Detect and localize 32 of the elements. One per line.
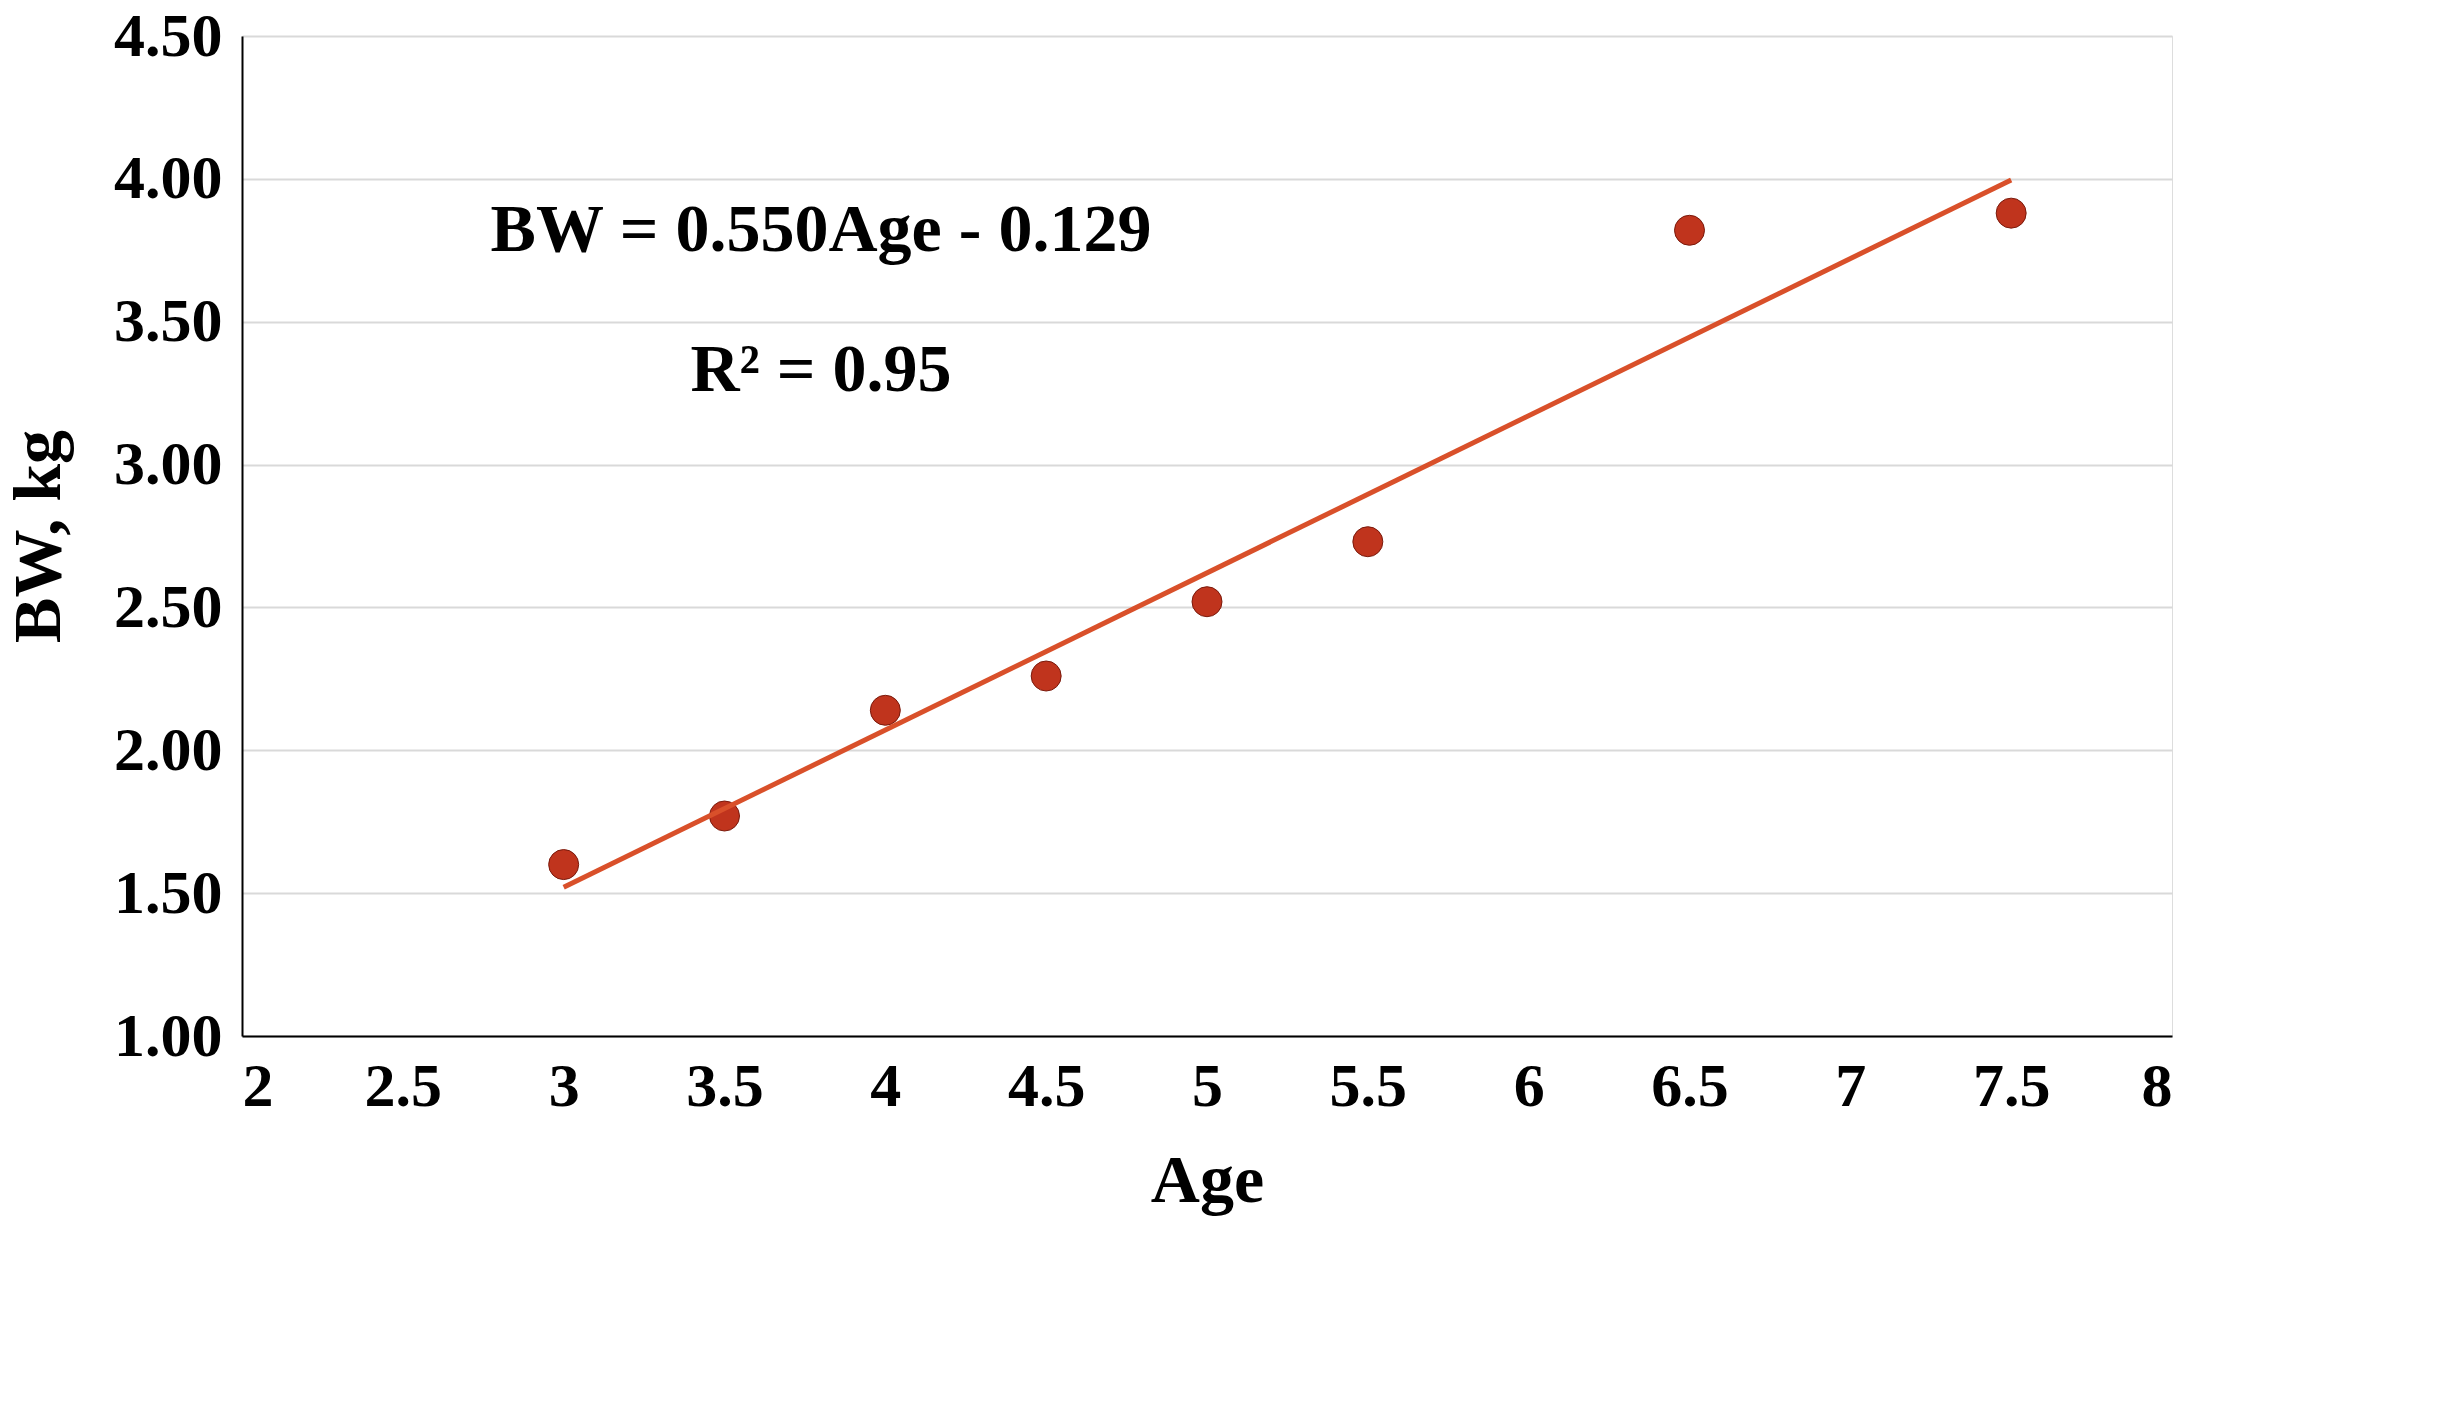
x-tick-label: 3.5 (686, 1050, 764, 1119)
x-tick-label: 5 (1192, 1050, 1223, 1119)
annotation: R² = 0.95 (690, 330, 952, 406)
x-tick-label: 6 (1513, 1050, 1545, 1119)
y-tick-label: 2.50 (114, 571, 223, 640)
y-tick-label: 1.50 (114, 857, 223, 926)
y-axis-title: BW, kg (0, 430, 75, 643)
x-tick-label: 2 (242, 1050, 274, 1119)
x-tick-label: 4.5 (1007, 1050, 1086, 1119)
point (869, 694, 901, 726)
x-tick-label: 5.5 (1329, 1050, 1408, 1119)
y-tick-label: 3.50 (114, 286, 223, 355)
point (1030, 660, 1062, 692)
y-tick-label: 4.00 (114, 143, 223, 212)
y-tick-label: 3.00 (114, 429, 223, 498)
x-tick-label: 6.5 (1651, 1050, 1729, 1119)
x-tick-label: 3 (548, 1050, 580, 1119)
x-tick-label: 2.5 (364, 1050, 443, 1119)
point (1191, 586, 1223, 618)
y-tick-label: 1.00 (114, 1000, 223, 1069)
x-tick-label: 8 (2141, 1050, 2173, 1119)
x-tick-label: 4 (870, 1050, 902, 1119)
point (1995, 197, 2027, 229)
point (1352, 526, 1384, 558)
x-tick-label: 7.5 (1972, 1050, 2051, 1119)
annotation: BW = 0.550Age - 0.129 (490, 190, 1152, 266)
y-tick-label: 2.00 (114, 714, 223, 783)
point (1674, 214, 1705, 246)
x-axis-title: Age (1150, 1140, 1265, 1217)
x-tick-label: 7 (1835, 1050, 1867, 1119)
y-tick-label: 4.50 (114, 0, 223, 69)
point (548, 849, 580, 881)
